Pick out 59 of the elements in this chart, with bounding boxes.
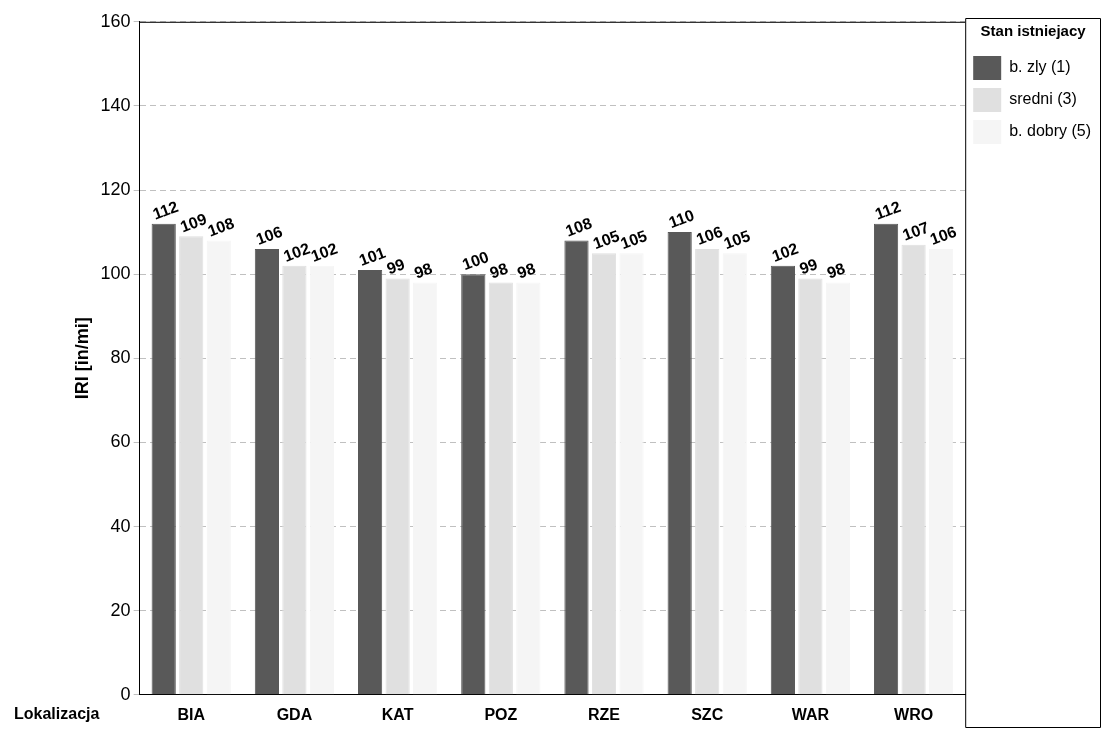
data-label: 98 [824, 259, 848, 282]
y-tick-label: 20 [110, 599, 131, 620]
bar [282, 265, 307, 695]
bar [873, 223, 899, 695]
data-label: 105 [618, 226, 650, 253]
y-tick-label: 160 [100, 10, 131, 31]
bar [695, 248, 720, 695]
legend-label: b. dobry (5) [1009, 122, 1091, 140]
bar [488, 282, 513, 695]
data-label: 106 [927, 222, 959, 248]
data-label: 98 [515, 259, 538, 282]
x-tick-label: KAT [381, 705, 414, 723]
legend-label: sredni (3) [1009, 90, 1077, 108]
bar [151, 223, 176, 695]
x-axis-title: Lokalizacja [14, 705, 100, 723]
bar [825, 282, 851, 695]
bar [770, 265, 795, 695]
data-label: 112 [150, 197, 181, 223]
data-label: 108 [563, 214, 595, 240]
bar [901, 244, 926, 695]
bar [516, 282, 541, 695]
y-tick-label: 40 [110, 515, 131, 536]
x-tick-label: BIA [177, 705, 206, 723]
y-tick-label: 120 [100, 179, 131, 200]
bar [309, 265, 335, 695]
bar [179, 236, 204, 695]
bar [619, 253, 644, 695]
bar [722, 253, 747, 695]
data-label: 112 [872, 197, 903, 223]
y-tick-label: 140 [100, 94, 131, 115]
x-tick-label: WRO [894, 705, 934, 723]
x-tick-label: RZE [588, 705, 621, 723]
bar [385, 278, 410, 695]
x-tick-label: GDA [276, 705, 313, 723]
x-tick-label: POZ [484, 705, 518, 723]
bar [591, 253, 617, 695]
data-label: 98 [487, 259, 511, 282]
bar [413, 282, 438, 695]
data-label: 108 [205, 214, 237, 240]
y-tick-label: 100 [100, 263, 131, 284]
bar [357, 269, 383, 695]
y-tick-label: 80 [110, 347, 131, 368]
x-tick-label: WAR [791, 705, 830, 723]
y-tick-label: 60 [110, 431, 131, 452]
bar [667, 232, 692, 695]
y-axis-title: IRI [in/mi] [71, 317, 92, 400]
legend-label: b. zly (1) [1009, 58, 1071, 76]
bar [254, 248, 280, 695]
bar [929, 248, 954, 695]
data-label: 106 [253, 222, 285, 248]
x-tick-label: SZC [691, 705, 724, 723]
bar [461, 274, 486, 695]
legend-title: Stan istniejacy [980, 21, 1087, 39]
bar [206, 240, 231, 695]
data-label: 101 [356, 243, 388, 269]
bar [564, 240, 589, 695]
y-tick-label: 0 [120, 683, 131, 704]
bar [798, 278, 823, 695]
data-label: 98 [411, 259, 435, 282]
